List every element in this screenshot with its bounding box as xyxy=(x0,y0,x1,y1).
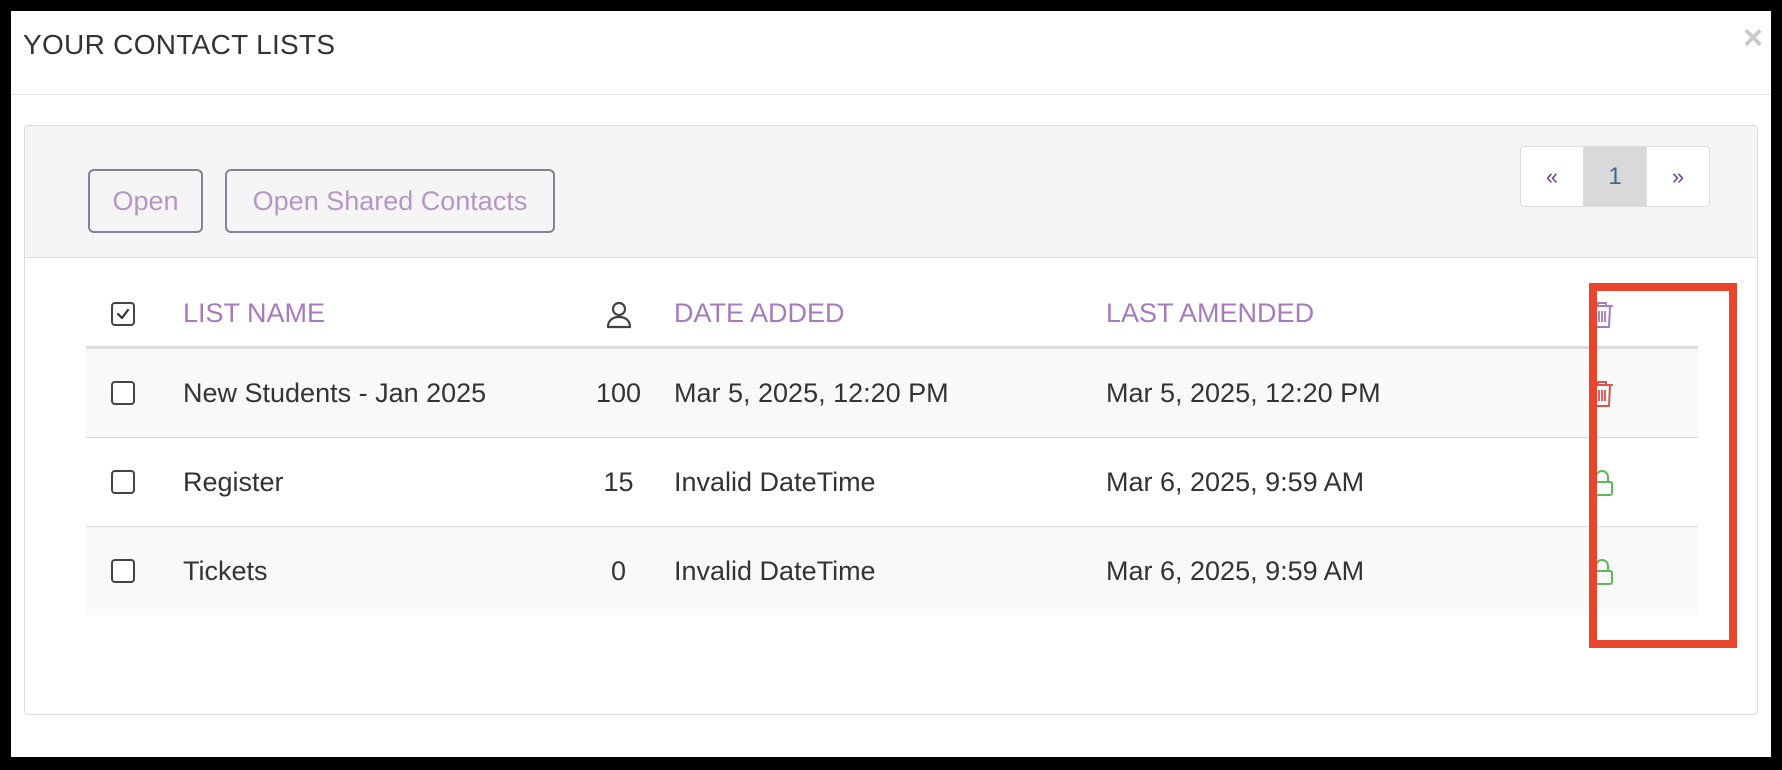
open-shared-contacts-button[interactable]: Open Shared Contacts xyxy=(225,169,555,233)
table-header-row: LIST NAME DATE ADDED LAST AMENDED xyxy=(86,281,1698,349)
pagination: « 1 » xyxy=(1520,146,1710,207)
open-button[interactable]: Open xyxy=(88,169,203,233)
contacts-count-cell: 15 xyxy=(563,437,674,527)
row-checkbox[interactable] xyxy=(110,470,135,494)
list-name-cell[interactable]: Tickets xyxy=(183,526,563,615)
close-button[interactable]: × xyxy=(1743,19,1763,57)
checkmark-icon xyxy=(116,308,129,319)
person-icon xyxy=(606,301,631,328)
modal-dialog: YOUR CONTACT LISTS × Open Open Shared Co… xyxy=(11,11,1771,757)
table-row[interactable]: Register 15 Invalid DateTime Mar 6, 2025… xyxy=(86,437,1698,527)
table-row[interactable]: New Students - Jan 2025 100 Mar 5, 2025,… xyxy=(86,347,1698,438)
lock-icon xyxy=(1591,559,1613,586)
header-contacts-count xyxy=(563,281,674,349)
contact-lists-table: LIST NAME DATE ADDED LAST AMENDED xyxy=(86,281,1698,615)
header-date-added[interactable]: DATE ADDED xyxy=(674,281,1106,349)
pagination-prev-button[interactable]: « xyxy=(1521,147,1584,206)
last-amended-cell: Mar 6, 2025, 9:59 AM xyxy=(1106,526,1506,615)
pagination-next-button[interactable]: » xyxy=(1671,163,1685,189)
trash-icon[interactable] xyxy=(1590,380,1614,408)
modal-header: YOUR CONTACT LISTS × xyxy=(11,11,1771,95)
contacts-count-cell: 100 xyxy=(563,347,674,438)
table-row[interactable]: Tickets 0 Invalid DateTime Mar 6, 2025, … xyxy=(86,526,1698,615)
pagination-page-1[interactable]: 1 xyxy=(1584,147,1647,206)
contact-lists-panel: Open Open Shared Contacts « 1 » xyxy=(24,125,1758,715)
modal-title: YOUR CONTACT LISTS xyxy=(23,29,336,60)
header-last-amended[interactable]: LAST AMENDED xyxy=(1106,281,1506,349)
list-name-cell[interactable]: New Students - Jan 2025 xyxy=(183,347,563,438)
trash-icon[interactable] xyxy=(1590,301,1614,329)
header-action-cell xyxy=(1506,281,1698,349)
list-name-cell[interactable]: Register xyxy=(183,437,563,527)
row-checkbox[interactable] xyxy=(110,381,135,405)
header-select-all-cell xyxy=(86,281,183,349)
last-amended-cell: Mar 6, 2025, 9:59 AM xyxy=(1106,437,1506,527)
toolbar: Open Open Shared Contacts « 1 » xyxy=(25,126,1757,258)
date-added-cell: Mar 5, 2025, 12:20 PM xyxy=(674,347,1106,438)
last-amended-cell: Mar 5, 2025, 12:20 PM xyxy=(1106,347,1506,438)
contacts-count-cell: 0 xyxy=(563,526,674,615)
row-checkbox[interactable] xyxy=(110,559,135,583)
date-added-cell: Invalid DateTime xyxy=(674,526,1106,615)
header-list-name[interactable]: LIST NAME xyxy=(183,281,563,349)
select-all-checkbox[interactable] xyxy=(110,301,135,326)
lock-icon xyxy=(1591,470,1613,497)
date-added-cell: Invalid DateTime xyxy=(674,437,1106,527)
